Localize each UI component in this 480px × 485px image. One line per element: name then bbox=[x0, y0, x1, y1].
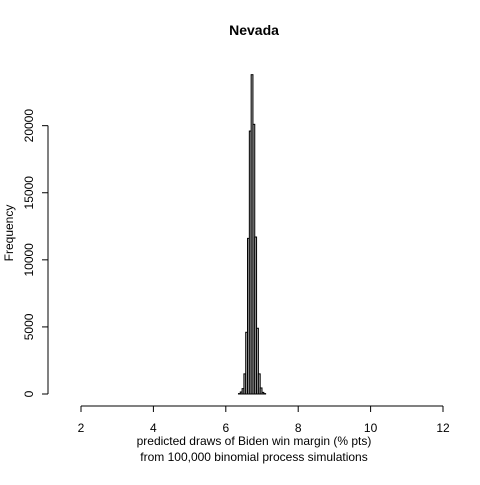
x-axis-label: predicted draws of Biden win margin (% p… bbox=[137, 434, 372, 448]
x-axis: 2 4 6 8 10 12 bbox=[78, 406, 450, 435]
x-tick-label: 8 bbox=[295, 421, 302, 435]
y-tick-label: 15000 bbox=[22, 176, 36, 210]
y-axis: 0 5000 10000 15000 20000 bbox=[22, 109, 48, 398]
x-tick-label: 2 bbox=[78, 421, 85, 435]
x-tick-label: 4 bbox=[150, 421, 157, 435]
x-axis-label-line2: from 100,000 binomial process simulation… bbox=[140, 450, 367, 464]
y-tick-label: 5000 bbox=[22, 313, 36, 340]
x-tick-label: 10 bbox=[364, 421, 378, 435]
chart-title: Nevada bbox=[229, 22, 279, 38]
y-tick-label: 0 bbox=[22, 390, 36, 397]
y-axis-label: Frequency bbox=[2, 205, 16, 262]
y-tick-label: 10000 bbox=[22, 243, 36, 277]
y-tick-label: 20000 bbox=[22, 109, 36, 143]
histogram-bars bbox=[238, 75, 265, 394]
x-tick-label: 12 bbox=[436, 421, 450, 435]
x-tick-label: 6 bbox=[222, 421, 229, 435]
